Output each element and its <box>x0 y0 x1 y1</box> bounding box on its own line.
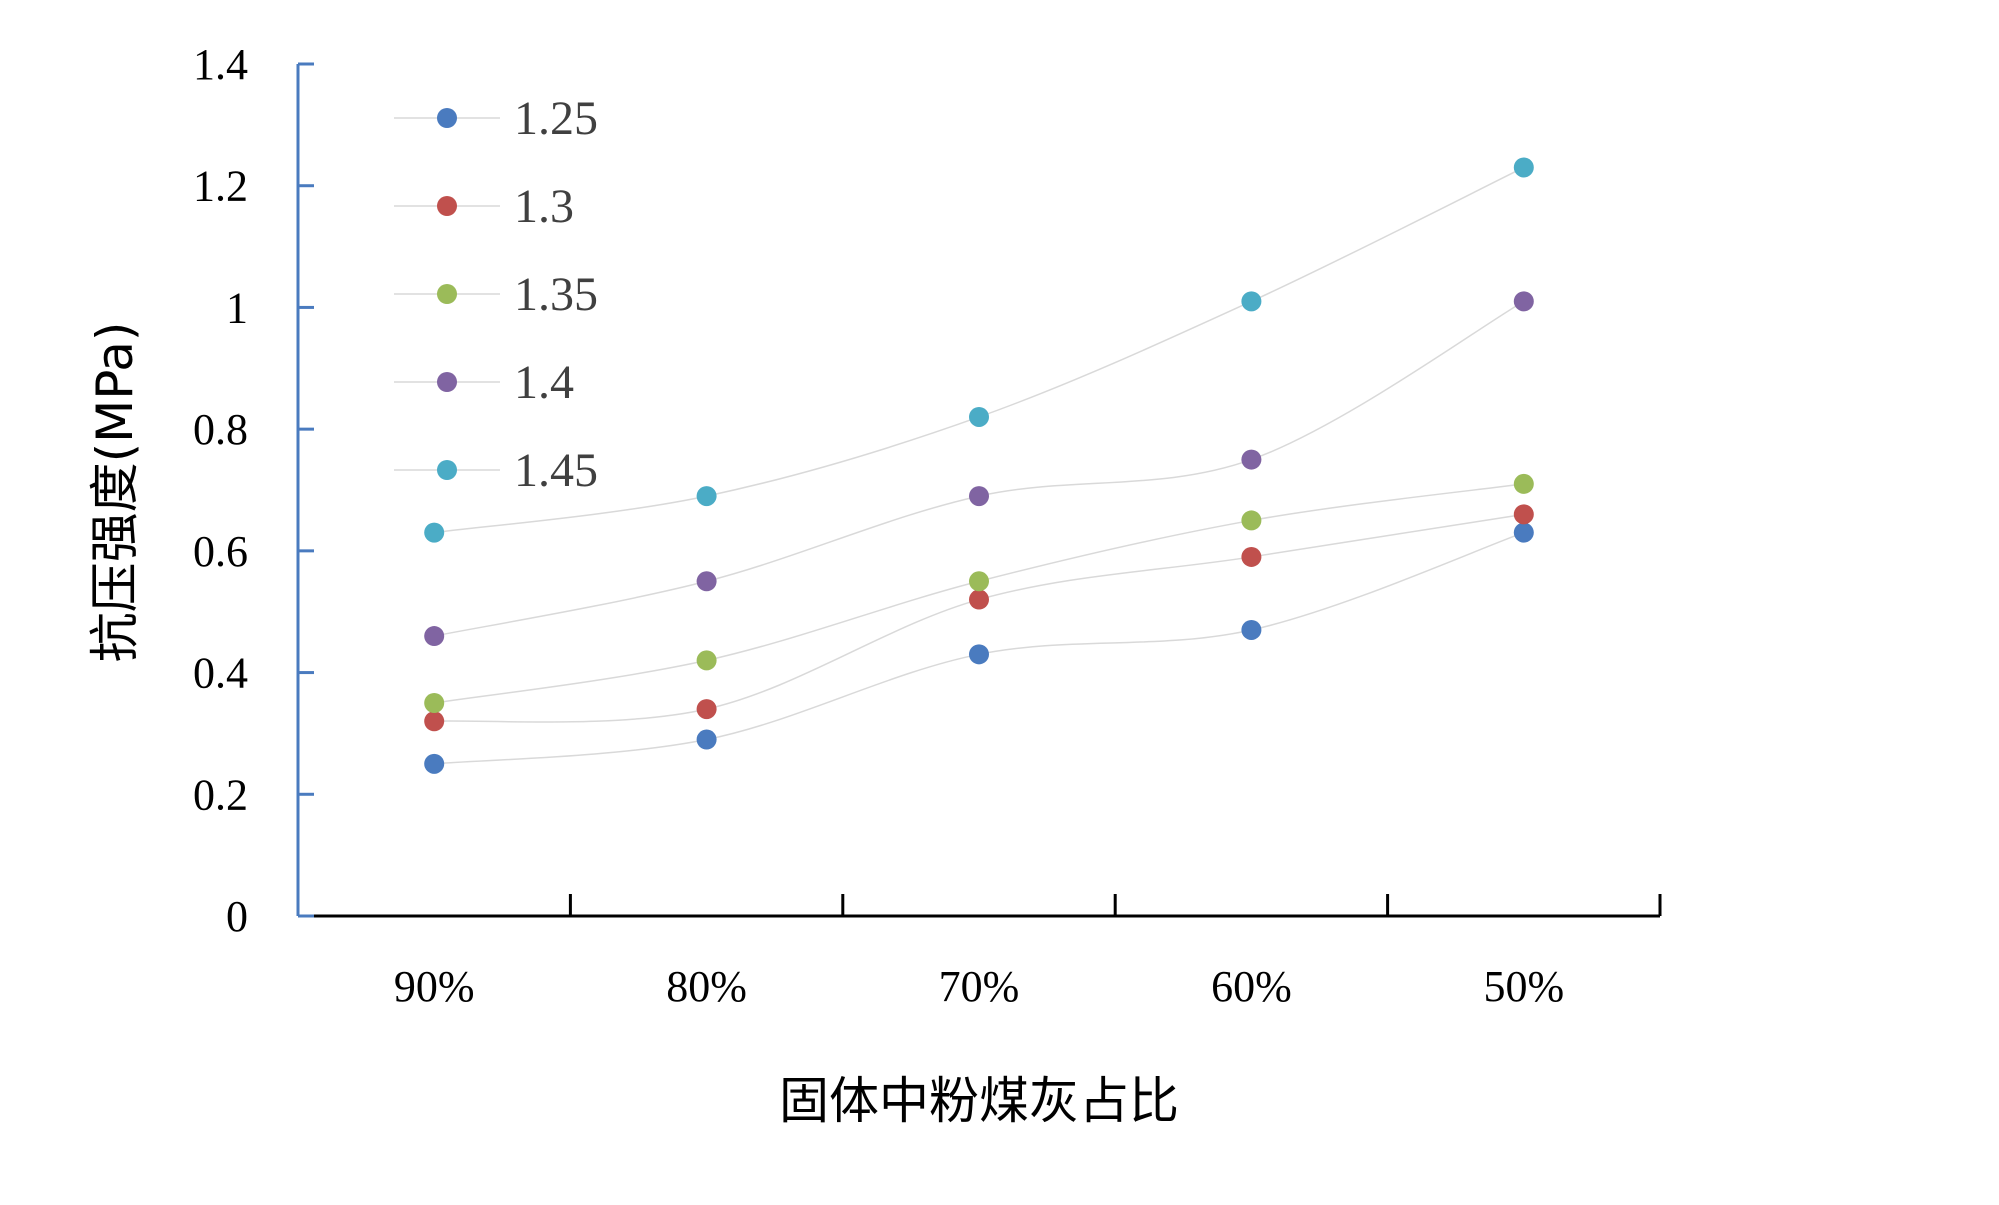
data-point-series-2-2 <box>969 571 989 592</box>
y-tick-label: 0 <box>226 892 248 941</box>
data-point-series-4-2 <box>969 406 989 427</box>
legend: 1.25 1.3 1.35 1.4 1.45 <box>394 92 598 497</box>
data-point-series-4-0 <box>424 522 445 543</box>
series-points <box>424 157 1534 774</box>
x-tick-label: 60% <box>1211 962 1292 1011</box>
y-tick-label: 1 <box>226 283 248 332</box>
data-point-series-4-4 <box>1513 157 1534 178</box>
y-tick-label: 1.2 <box>193 162 248 211</box>
data-point-series-1-4 <box>1513 504 1534 525</box>
data-point-series-3-0 <box>424 626 445 647</box>
data-point-series-2-1 <box>696 650 717 671</box>
legend-marker-3 <box>437 372 457 392</box>
data-point-series-3-2 <box>969 486 989 507</box>
axes <box>296 64 1660 918</box>
x-tick-label: 90% <box>394 962 475 1011</box>
x-tick-label: 70% <box>939 962 1020 1011</box>
y-tick-label: 0.4 <box>193 649 248 698</box>
legend-marker-1 <box>437 196 457 216</box>
y-ticks: 0 0.2 0.4 0.6 0.8 1 1.2 1.4 <box>193 40 314 941</box>
data-point-series-0-1 <box>696 729 717 750</box>
data-point-series-2-3 <box>1241 510 1262 531</box>
y-axis-title: 抗压强度(MPa) <box>86 322 144 663</box>
data-point-series-2-4 <box>1513 473 1534 494</box>
legend-label-4: 1.45 <box>514 444 598 497</box>
data-point-series-1-3 <box>1241 546 1262 567</box>
x-ticks: 90% 80% 70% 60% 50% <box>394 894 1662 1011</box>
data-point-series-0-3 <box>1241 619 1262 640</box>
data-point-series-3-3 <box>1241 449 1262 470</box>
data-point-series-4-1 <box>696 486 717 507</box>
legend-label-2: 1.35 <box>514 268 598 321</box>
legend-marker-0 <box>437 108 457 128</box>
legend-marker-4 <box>437 460 457 480</box>
y-tick-label: 0.6 <box>193 527 248 576</box>
x-axis-title: 固体中粉煤灰占比 <box>779 1072 1179 1130</box>
y-tick-label: 0.8 <box>193 405 248 454</box>
x-tick-label: 80% <box>666 962 747 1011</box>
data-point-series-1-0 <box>424 711 445 732</box>
data-point-series-4-3 <box>1241 291 1262 312</box>
data-point-series-1-1 <box>696 699 717 720</box>
y-tick-label: 0.2 <box>193 770 248 819</box>
data-point-series-2-0 <box>424 693 445 713</box>
x-tick-label: 50% <box>1483 962 1564 1011</box>
data-point-series-0-2 <box>969 644 989 665</box>
legend-label-3: 1.4 <box>514 356 574 409</box>
data-point-series-1-2 <box>969 589 989 610</box>
data-point-series-0-0 <box>424 753 445 774</box>
legend-label-0: 1.25 <box>514 92 598 145</box>
legend-label-1: 1.3 <box>514 180 574 233</box>
y-tick-label: 1.4 <box>193 40 248 89</box>
data-point-series-3-4 <box>1513 291 1534 312</box>
data-point-series-0-4 <box>1513 522 1534 543</box>
legend-marker-2 <box>437 284 457 304</box>
series-line-1 <box>434 513 1524 723</box>
data-point-series-3-1 <box>696 571 717 592</box>
